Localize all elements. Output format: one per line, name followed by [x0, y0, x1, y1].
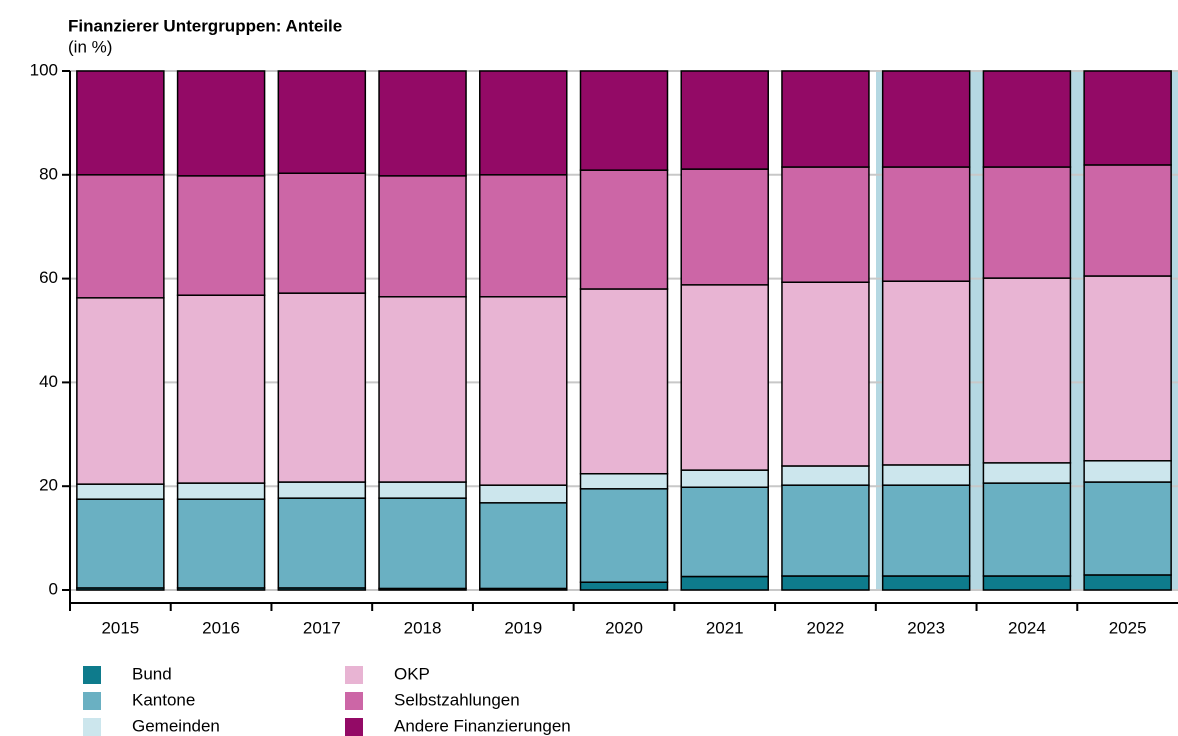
bar-segment — [579, 288, 669, 475]
x-tick-label: 2016 — [202, 618, 240, 637]
bar-segment — [982, 575, 1072, 591]
bar-segment — [881, 484, 971, 577]
bar-segment — [378, 175, 467, 298]
bar-segment — [982, 462, 1072, 484]
legend-label: Selbstzahlungen — [394, 690, 520, 709]
bar-segment — [479, 70, 568, 176]
bar-segment — [680, 486, 769, 578]
x-tick-label: 2019 — [504, 618, 542, 637]
legend-label: Gemeinden — [132, 716, 220, 735]
bar-segment — [781, 70, 870, 168]
legend-label: Bund — [132, 664, 172, 683]
legend-swatch — [345, 666, 363, 684]
bar-segment — [176, 482, 266, 500]
legend-label: Andere Finanzierungen — [394, 716, 571, 735]
chart-subtitle: (in %) — [68, 37, 112, 56]
bar-segment — [76, 174, 165, 299]
bar-segment — [982, 166, 1072, 279]
y-tick-label: 80 — [39, 164, 58, 183]
legend-swatch — [83, 692, 101, 710]
bar-segment — [378, 70, 467, 177]
bar-segment — [579, 70, 669, 171]
axes: 0 20 40 60 80 100 2015 2016 2017 2018 2019 2020 2021… — [30, 60, 1178, 637]
chart-title: Finanzierer Untergruppen: Anteile — [68, 16, 342, 35]
legend-label: Kantone — [132, 690, 195, 709]
bar-segment — [76, 483, 165, 500]
x-tick-label: 2024 — [1008, 618, 1046, 637]
bar-segment — [680, 284, 769, 471]
bar-segment — [881, 575, 971, 591]
y-tick-label: 100 — [30, 60, 58, 79]
legend-swatch — [83, 666, 101, 684]
bar-segment — [781, 484, 870, 577]
bar-segment — [881, 280, 971, 466]
bar-segment — [76, 498, 165, 589]
bar-segment — [277, 172, 367, 294]
bar-segment — [680, 575, 769, 591]
bar-segment — [76, 70, 165, 176]
bar-segment — [1083, 481, 1172, 576]
x-tick-label: 2018 — [404, 618, 442, 637]
bar-segment — [479, 296, 568, 486]
legend-swatch — [345, 718, 363, 736]
legend-swatch — [345, 692, 363, 710]
x-tick-label: 2021 — [706, 618, 744, 637]
bar-segment — [277, 481, 367, 499]
bar-segment — [781, 575, 870, 591]
bar-segment — [378, 497, 467, 590]
bar-segment — [680, 469, 769, 488]
x-tick-label: 2025 — [1109, 618, 1147, 637]
bar-segment — [277, 70, 367, 174]
bar-segment — [277, 292, 367, 483]
bar-segment — [680, 70, 769, 170]
x-tick-label: 2015 — [101, 618, 139, 637]
bar-segment — [378, 296, 467, 483]
bar-segment — [176, 175, 266, 296]
bar-segment — [378, 481, 467, 499]
bar-segment — [579, 169, 669, 290]
bars — [76, 70, 1172, 591]
bar-segment — [1083, 70, 1172, 166]
bar-segment — [176, 70, 266, 177]
bar-segment — [579, 488, 669, 583]
bar-segment — [479, 174, 568, 298]
bar-segment — [781, 465, 870, 486]
bar-segment — [881, 464, 971, 486]
bar-segment — [781, 166, 870, 283]
bar-segment — [982, 277, 1072, 464]
y-tick-label: 40 — [39, 372, 58, 391]
bar-segment — [479, 502, 568, 590]
x-tick-label: 2023 — [907, 618, 945, 637]
x-tick-label: 2017 — [303, 618, 341, 637]
y-tick-label: 0 — [49, 579, 58, 598]
bar-segment — [176, 294, 266, 484]
bar-segment — [1083, 164, 1172, 277]
bar-segment — [1083, 275, 1172, 462]
bar-segment — [982, 70, 1072, 168]
bar-segment — [781, 281, 870, 467]
bar-segment — [479, 484, 568, 504]
legend-swatch — [83, 718, 101, 736]
bar-segment — [76, 297, 165, 485]
bar-segment — [176, 498, 266, 589]
y-tick-label: 20 — [39, 476, 58, 495]
x-tick-label: 2020 — [605, 618, 643, 637]
bar-segment — [680, 168, 769, 286]
x-tick-label: 2022 — [807, 618, 845, 637]
legend-label: OKP — [394, 664, 430, 683]
bar-segment — [982, 482, 1072, 577]
bar-segment — [881, 166, 971, 282]
bar-segment — [1083, 460, 1172, 483]
bar-segment — [579, 472, 669, 490]
bar-segment — [881, 70, 971, 168]
bar-segment — [277, 497, 367, 589]
y-tick-label: 60 — [39, 268, 58, 287]
bar-segment — [579, 581, 669, 591]
bar-segment — [1083, 574, 1172, 591]
